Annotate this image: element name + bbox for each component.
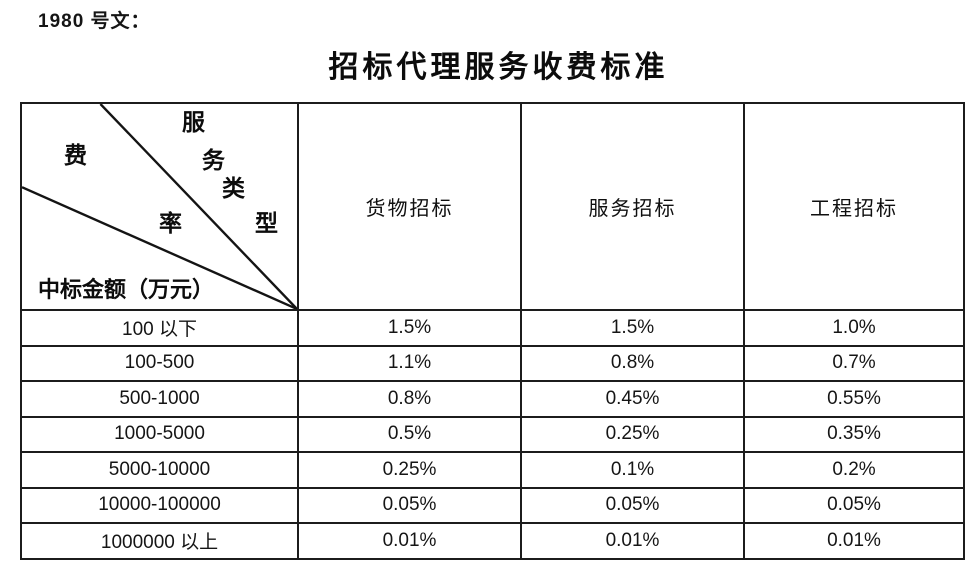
fee-table: 服 费 务 类 率 型 中标金额（万元） 货物招标 服务招标 工程招标 100 …: [20, 102, 965, 560]
services-rate-cell: 0.25%: [520, 415, 745, 453]
diagonal-divider-lines: [23, 105, 296, 308]
fee-table-body: 100 以下 1.5% 1.5% 1.0% 100-500 1.1% 0.8% …: [20, 309, 965, 560]
axis-top-char-4: 型: [255, 211, 278, 236]
amount-range-cell: 1000-5000: [20, 415, 299, 453]
goods-rate-cell: 1.5%: [297, 309, 522, 347]
column-header-works: 工程招标: [743, 102, 965, 311]
works-rate-cell: 0.35%: [743, 415, 965, 453]
axis-left-char-2: 率: [159, 211, 182, 236]
column-header-goods: 货物招标: [297, 102, 522, 311]
goods-rate-cell: 0.25%: [297, 451, 522, 489]
goods-rate-cell: 0.5%: [297, 415, 522, 453]
axis-top-char-1: 服: [182, 110, 205, 135]
services-rate-cell: 0.8%: [520, 344, 745, 382]
goods-rate-cell: 0.05%: [297, 486, 522, 524]
services-rate-cell: 0.1%: [520, 451, 745, 489]
amount-range-cell: 100-500: [20, 344, 299, 382]
table-row: 1000000 以上 0.01% 0.01% 0.01%: [20, 522, 965, 560]
amount-range-cell: 100 以下: [20, 309, 299, 347]
works-rate-cell: 0.01%: [743, 522, 965, 560]
table-row: 5000-10000 0.25% 0.1% 0.2%: [20, 451, 965, 489]
amount-range-cell: 500-1000: [20, 380, 299, 418]
services-rate-cell: 0.01%: [520, 522, 745, 560]
goods-rate-cell: 0.01%: [297, 522, 522, 560]
amount-range-cell: 5000-10000: [20, 451, 299, 489]
doc-number-label: 1980 号文：: [38, 11, 151, 32]
works-rate-cell: 0.55%: [743, 380, 965, 418]
works-rate-cell: 0.05%: [743, 486, 965, 524]
amount-range-cell: 10000-100000: [20, 486, 299, 524]
goods-rate-cell: 0.8%: [297, 380, 522, 418]
corner-header-cell: 服 费 务 类 率 型 中标金额（万元）: [20, 102, 299, 311]
works-rate-cell: 0.7%: [743, 344, 965, 382]
services-rate-cell: 0.05%: [520, 486, 745, 524]
services-rate-cell: 0.45%: [520, 380, 745, 418]
services-rate-cell: 1.5%: [520, 309, 745, 347]
works-rate-cell: 0.2%: [743, 451, 965, 489]
axis-top-char-2: 务: [202, 148, 225, 173]
table-row: 10000-100000 0.05% 0.05% 0.05%: [20, 486, 965, 524]
column-header-services: 服务招标: [520, 102, 745, 311]
axis-left-char-1: 费: [64, 143, 87, 168]
table-row: 100 以下 1.5% 1.5% 1.0%: [20, 309, 965, 347]
table-row: 500-1000 0.8% 0.45% 0.55%: [20, 380, 965, 418]
page-title: 招标代理服务收费标准: [328, 51, 669, 84]
row-axis-label: 中标金额（万元）: [38, 277, 215, 302]
table-row: 1000-5000 0.5% 0.25% 0.35%: [20, 415, 965, 453]
axis-top-char-3: 类: [222, 176, 245, 201]
amount-range-cell: 1000000 以上: [20, 522, 299, 560]
table-row: 100-500 1.1% 0.8% 0.7%: [20, 344, 965, 382]
goods-rate-cell: 1.1%: [297, 344, 522, 382]
header-row: 服 费 务 类 率 型 中标金额（万元） 货物招标 服务招标 工程招标: [20, 102, 965, 311]
works-rate-cell: 1.0%: [743, 309, 965, 347]
